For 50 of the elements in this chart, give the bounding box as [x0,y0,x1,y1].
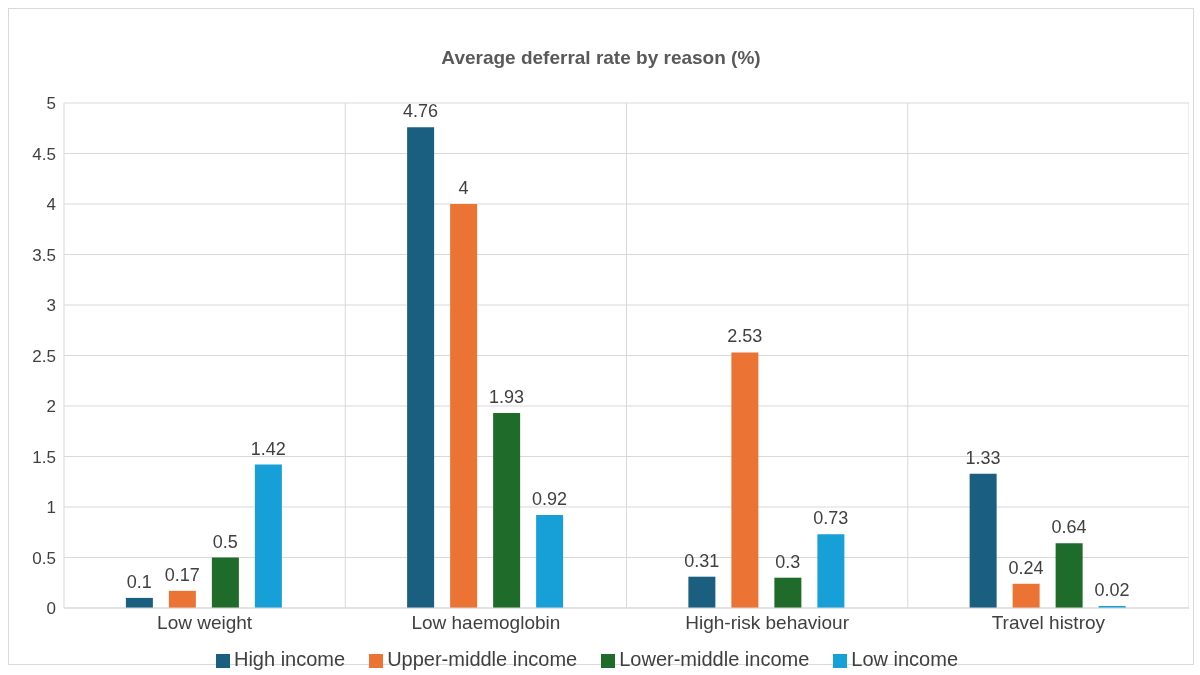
bar [407,127,435,608]
y-tick-label: 3.5 [32,245,56,265]
data-label: 0.17 [164,564,200,585]
y-tick-label: 2 [46,397,56,417]
data-label: 1.42 [250,438,286,459]
bar [168,590,196,608]
bar [450,204,478,608]
bar [536,515,564,608]
data-label: 2.53 [727,326,763,347]
data-label: 0.5 [212,531,238,552]
x-tick-label: High-risk behaviour [685,612,850,634]
x-tick-label: Low haemoglobin [411,612,561,634]
data-label: 0.64 [1051,517,1087,538]
y-tick-label: 2.5 [32,346,56,366]
legend-label: Lower-middle income [619,648,810,670]
data-label: 4.76 [403,101,439,122]
data-label: 0.02 [1094,579,1130,600]
bar [817,534,845,608]
x-tick-label: Travel histroy [991,612,1106,634]
y-tick-label: 5 [46,94,56,114]
bar [731,352,759,608]
bar [254,464,282,608]
data-label: 1.33 [965,447,1001,468]
bar [969,473,997,608]
y-tick-label: 3 [46,296,56,316]
data-label: 0.73 [813,508,849,529]
y-tick-label: 1.5 [32,447,56,467]
y-tick-label: 1 [46,498,56,518]
bar [211,557,239,608]
legend-label: Low income [851,648,959,670]
data-label: 0.3 [775,551,801,572]
y-tick-label: 0 [46,599,56,619]
data-label: 0.24 [1008,557,1044,578]
legend-label: Upper-middle income [387,648,578,670]
data-label: 0.31 [684,550,720,571]
x-tick-label: Low weight [157,612,253,634]
bar [1055,543,1083,608]
bar [493,413,521,608]
data-label: 0.92 [532,489,568,510]
y-tick-label: 4.5 [32,144,56,164]
bar [688,576,716,608]
data-label: 4 [458,178,469,198]
data-label: 0.1 [126,571,152,592]
legend-label: High income [233,648,346,670]
data-label: 1.93 [489,387,525,408]
bar [774,577,802,608]
bar [1012,583,1040,608]
y-tick-label: 0.5 [32,548,56,568]
chart-title: Average deferral rate by reason (%) [440,46,762,70]
y-tick-label: 4 [46,195,56,215]
